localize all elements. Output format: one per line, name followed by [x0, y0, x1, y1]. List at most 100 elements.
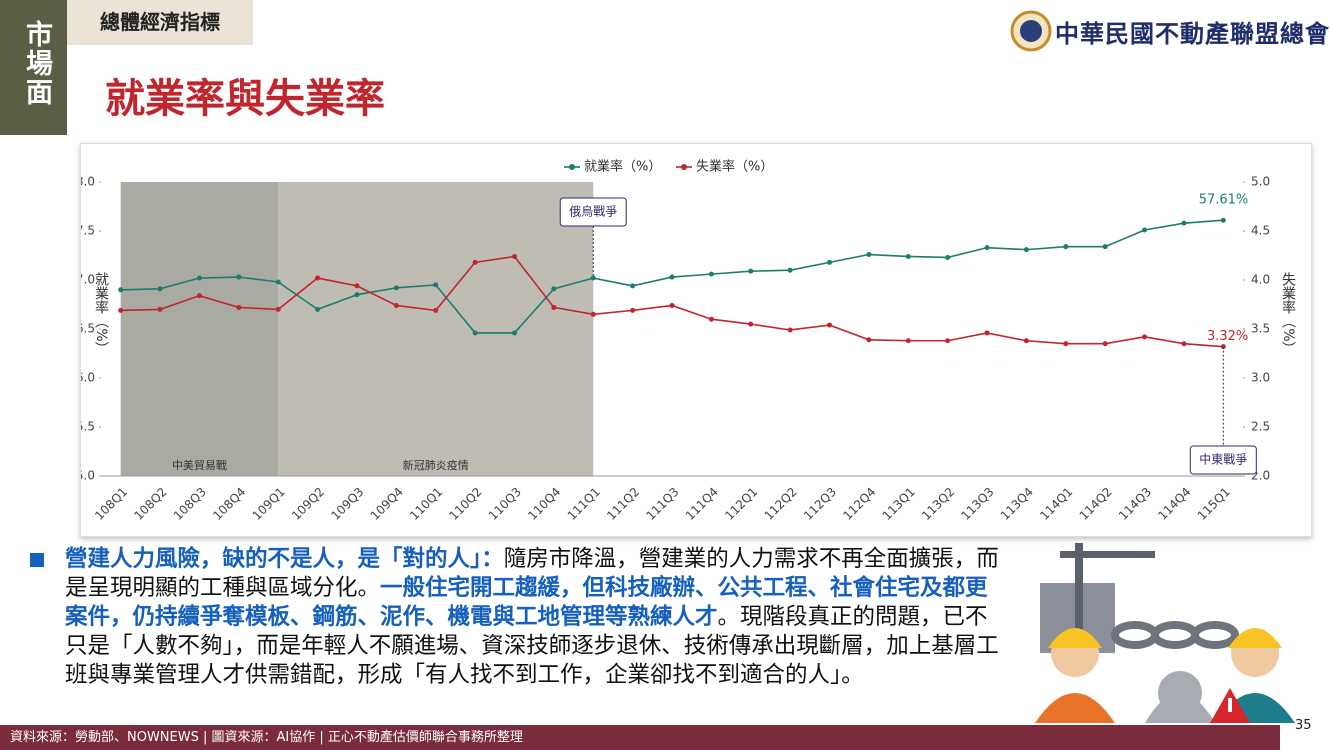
point: [196, 293, 202, 299]
sidebar-label: 市場面: [21, 20, 52, 107]
x-tick-label: 113Q1: [880, 485, 918, 523]
body-text: 隨房市降溫，營建業的人力需求不再全面擴張，而是呈現明顯的工種與區域分化。: [65, 546, 999, 601]
x-tick-label: 114Q2: [1077, 485, 1115, 523]
point: [157, 306, 163, 312]
x-tick-label: 110Q2: [447, 485, 485, 523]
y2-tick-label: 4.5: [1251, 224, 1270, 238]
point: [708, 316, 714, 322]
x-tick-label: 110Q1: [407, 485, 445, 523]
point: [669, 302, 675, 308]
footer-source: 資料來源：勞動部、NOWNEWS | 圖資來源：AI協作 | 正心不動產估價師聯…: [10, 730, 523, 745]
x-tick-label: 112Q2: [762, 485, 800, 523]
point: [472, 259, 478, 265]
x-tick-label: 114Q3: [1116, 485, 1154, 523]
point: [354, 283, 360, 289]
annotation-box: [559, 197, 627, 227]
point: [275, 306, 281, 312]
x-tick-label: 109Q2: [289, 485, 327, 523]
point: [511, 253, 517, 259]
point: [945, 338, 951, 344]
x-tick-label: 111Q4: [683, 485, 721, 523]
x-tick-label: 113Q3: [958, 485, 996, 523]
point: [748, 321, 754, 327]
y2-tick-label: 4.0: [1251, 273, 1270, 287]
logo-emblem: [1010, 10, 1052, 52]
legend-label: 失業率（%）: [696, 159, 773, 175]
illustration: [1035, 543, 1295, 723]
point: [393, 302, 399, 308]
slide-title: 就業率與失業率: [105, 76, 385, 122]
value-label: 57.61%: [1199, 193, 1249, 208]
x-tick-label: 109Q1: [250, 485, 288, 523]
point: [275, 279, 281, 285]
y-axis-title: 就業率（%）: [93, 272, 109, 355]
emphasis-text: 營建人力風險，缺的不是人，是「對的人」：: [65, 546, 504, 572]
point: [511, 330, 517, 336]
section-tab: 總體經濟指標: [67, 0, 253, 45]
annotation-label: 俄烏戰爭: [569, 205, 617, 219]
point: [118, 287, 124, 293]
y-tick-label: 57.5: [81, 224, 95, 238]
logo-text: 中華民國不動產聯盟總會: [1055, 19, 1330, 48]
period-band: [120, 182, 279, 476]
point: [1181, 341, 1187, 347]
x-tick-label: 114Q1: [1037, 485, 1075, 523]
y2-tick-label: 2.5: [1251, 420, 1270, 434]
x-tick-label: 110Q3: [486, 485, 524, 523]
x-tick-label: 108Q1: [92, 485, 130, 523]
point: [196, 275, 202, 281]
point: [905, 338, 911, 344]
point: [1142, 227, 1148, 233]
point: [866, 252, 872, 258]
chart: 中美貿易戰 新冠肺炎疫情 55.0 55.5 56.0 56.5 57.0 57.5 58.0 2…: [81, 159, 1296, 523]
y-tick-label: 58.0: [81, 175, 95, 189]
point: [472, 330, 478, 336]
point: [827, 259, 833, 265]
period-label: 中美貿易戰: [172, 459, 227, 472]
point: [1063, 341, 1069, 347]
x-tick-label: 109Q3: [328, 485, 366, 523]
x-tick-label: 112Q4: [840, 485, 878, 523]
x-tick-label: 111Q1: [565, 485, 603, 523]
point: [1023, 338, 1029, 344]
point: [1102, 341, 1108, 347]
point: [1220, 217, 1226, 223]
point: [748, 268, 754, 274]
annotation-label: 中東戰爭: [1199, 452, 1247, 467]
point: [708, 271, 714, 277]
x-tick-label: 114Q4: [1155, 485, 1193, 523]
point: [433, 282, 439, 288]
point: [590, 311, 596, 317]
x-tick-label: 113Q2: [919, 485, 957, 523]
y-tick-label: 56.5: [81, 322, 95, 336]
point: [630, 307, 636, 313]
point: [551, 286, 557, 292]
point: [1023, 247, 1029, 253]
period-label: 新冠肺炎疫情: [403, 458, 469, 472]
point: [393, 285, 399, 291]
point: [1181, 220, 1187, 226]
point: [315, 306, 321, 312]
point: [984, 330, 990, 336]
point: [551, 304, 557, 310]
point: [984, 245, 990, 251]
point: [354, 292, 360, 298]
point: [1063, 244, 1069, 250]
annotation-box: [1189, 445, 1257, 475]
point: [236, 304, 242, 310]
y-tick-label: 57.0: [81, 273, 95, 287]
x-tick-label: 108Q3: [171, 485, 209, 523]
y2-tick-label: 3.0: [1251, 371, 1270, 385]
body-text: 。現階段真正的問題，已不只是「人數不夠」，而是年輕人不願進場、資深技師逐步退休、…: [65, 604, 999, 688]
x-tick-label: 110Q4: [525, 485, 563, 523]
y-tick-label: 55.5: [81, 420, 95, 434]
y-tick-label: 55.0: [81, 469, 95, 483]
x-tick-label: 109Q4: [368, 485, 406, 523]
point: [945, 254, 951, 260]
emphasis-text: 一般住宅開工趨緩，但科技廠辦、公共工程、社會住宅及都更案件，仍持續爭奪模板、鋼筋…: [65, 575, 988, 630]
bullet: [30, 553, 44, 567]
point: [1142, 334, 1148, 340]
x-tick-label: 113Q4: [998, 485, 1036, 523]
x-tick-label: 111Q3: [643, 485, 681, 523]
